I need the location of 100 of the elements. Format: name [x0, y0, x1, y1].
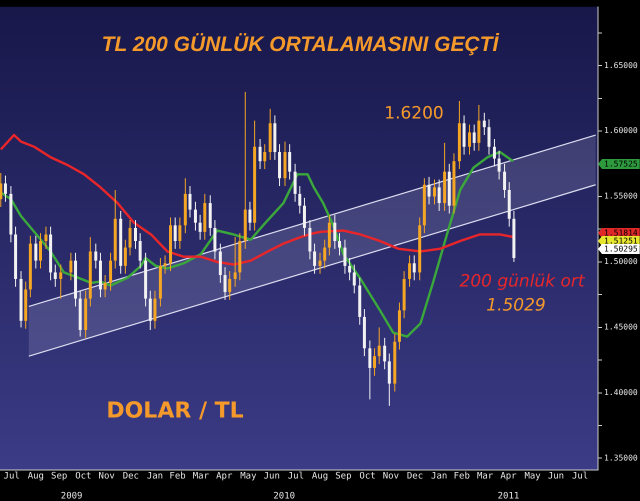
candlestick — [412, 254, 416, 281]
candlestick — [44, 226, 48, 250]
x-tick-label: Mar — [476, 472, 494, 482]
x2-tick-label: 2009 — [60, 492, 82, 501]
candlestick — [462, 114, 466, 156]
x-tick-label: Sep — [335, 472, 352, 482]
x-tick-label: Feb — [169, 472, 186, 482]
candlestick — [194, 201, 197, 232]
x2-tick-label: 2011 — [498, 492, 520, 501]
annotation: 200 günlük ort — [460, 271, 586, 292]
annotation: 1.5029 — [486, 295, 546, 316]
candlestick — [213, 220, 216, 260]
x-tick-label: Sep — [51, 472, 68, 482]
candlestick — [198, 214, 202, 240]
candlestick — [248, 201, 252, 232]
candlestick — [308, 220, 312, 260]
candlestick — [69, 252, 72, 281]
candlestick — [492, 138, 496, 167]
text: 1.50295 — [604, 244, 638, 254]
candlestick — [477, 104, 480, 152]
candlestick — [318, 252, 322, 274]
candlestick — [4, 175, 7, 202]
x-tick-label: Feb — [454, 472, 470, 482]
x-tick-label: Jun — [264, 472, 280, 482]
candlestick — [174, 216, 177, 250]
candlestick — [472, 124, 476, 152]
y-tick-label: 1.40000 — [604, 388, 638, 397]
candlestick — [487, 118, 490, 156]
x-tick-label: Dec — [122, 472, 139, 482]
y-tick-label: 1.35000 — [604, 453, 638, 462]
x-tick-label: Jul — [288, 472, 304, 482]
text: TL 200 GÜNLÜK ORTALAMASINI GEÇTİ — [102, 32, 500, 56]
candlestick — [438, 179, 441, 212]
candlestick — [313, 243, 316, 274]
candlestick — [432, 179, 436, 205]
x-tick-label: Jun — [548, 472, 564, 482]
candlestick — [124, 239, 127, 274]
candlestick — [178, 216, 182, 250]
candlestick — [482, 112, 486, 136]
x-tick-label: Apr — [500, 472, 518, 482]
candlestick — [228, 270, 232, 300]
x-tick-label: Jul — [572, 472, 588, 482]
candlestick — [368, 340, 372, 400]
candlestick — [258, 138, 262, 170]
candlestick — [294, 163, 297, 202]
x-tick-label: May — [240, 472, 258, 482]
candlestick — [188, 186, 192, 218]
candlestick — [59, 264, 62, 300]
x-tick-label: Jan — [431, 472, 448, 482]
candlestick — [323, 239, 326, 269]
candlestick — [288, 144, 292, 180]
candlestick — [298, 186, 302, 214]
candlestick — [333, 214, 336, 250]
x-tick-label: Apr — [216, 472, 233, 482]
x2-tick-label: 2010 — [273, 492, 296, 501]
x-tick-label: Jan — [146, 472, 164, 482]
candlestick — [383, 337, 386, 370]
candlestick — [153, 290, 156, 330]
annotation: 1.6200 — [384, 103, 444, 124]
y-tick-label: 1.60000 — [604, 126, 638, 136]
candlestick — [128, 220, 132, 256]
candlestick — [94, 243, 98, 269]
y-tick-label: 1.55000 — [604, 192, 638, 201]
candlestick — [263, 144, 266, 170]
candlestick — [109, 252, 112, 292]
x-tick-label: Jul — [4, 472, 20, 482]
candlestick — [498, 150, 501, 180]
candlestick — [148, 290, 152, 330]
candlestick — [218, 243, 222, 284]
candlestick — [428, 176, 431, 205]
candlestick — [224, 266, 227, 300]
candlestick — [503, 163, 506, 198]
candlestick — [54, 264, 57, 288]
text: 1.51814 — [604, 228, 638, 238]
candlestick — [373, 348, 376, 376]
x-tick-label: Aug — [312, 472, 328, 482]
y-tick-label: 1.65000 — [604, 60, 638, 70]
annotation: DOLAR / TL — [106, 398, 244, 424]
candlestick — [34, 235, 38, 269]
x-tick-label: Oct — [75, 472, 92, 482]
candlestick — [38, 232, 42, 269]
x-tick-label: Nov — [382, 472, 400, 482]
candlestick — [468, 124, 472, 156]
x-tick-label: May — [524, 472, 542, 482]
candlestick — [234, 236, 237, 288]
candlestick — [338, 232, 341, 256]
text: 1.51251 — [604, 236, 638, 246]
candlestick — [343, 239, 346, 274]
x-tick-label: Mar — [192, 472, 210, 482]
candlestick — [408, 254, 412, 288]
text: 1.57525 — [604, 160, 638, 169]
candlestick — [378, 326, 381, 365]
candlestick — [134, 220, 137, 250]
candlestick — [348, 258, 352, 281]
candlestick — [352, 264, 356, 294]
candlestick — [388, 353, 391, 406]
candlestick — [164, 254, 167, 274]
x-tick-label: Oct — [359, 472, 376, 482]
x-tick-label: Dec — [406, 472, 424, 482]
candlestick — [0, 172, 2, 208]
